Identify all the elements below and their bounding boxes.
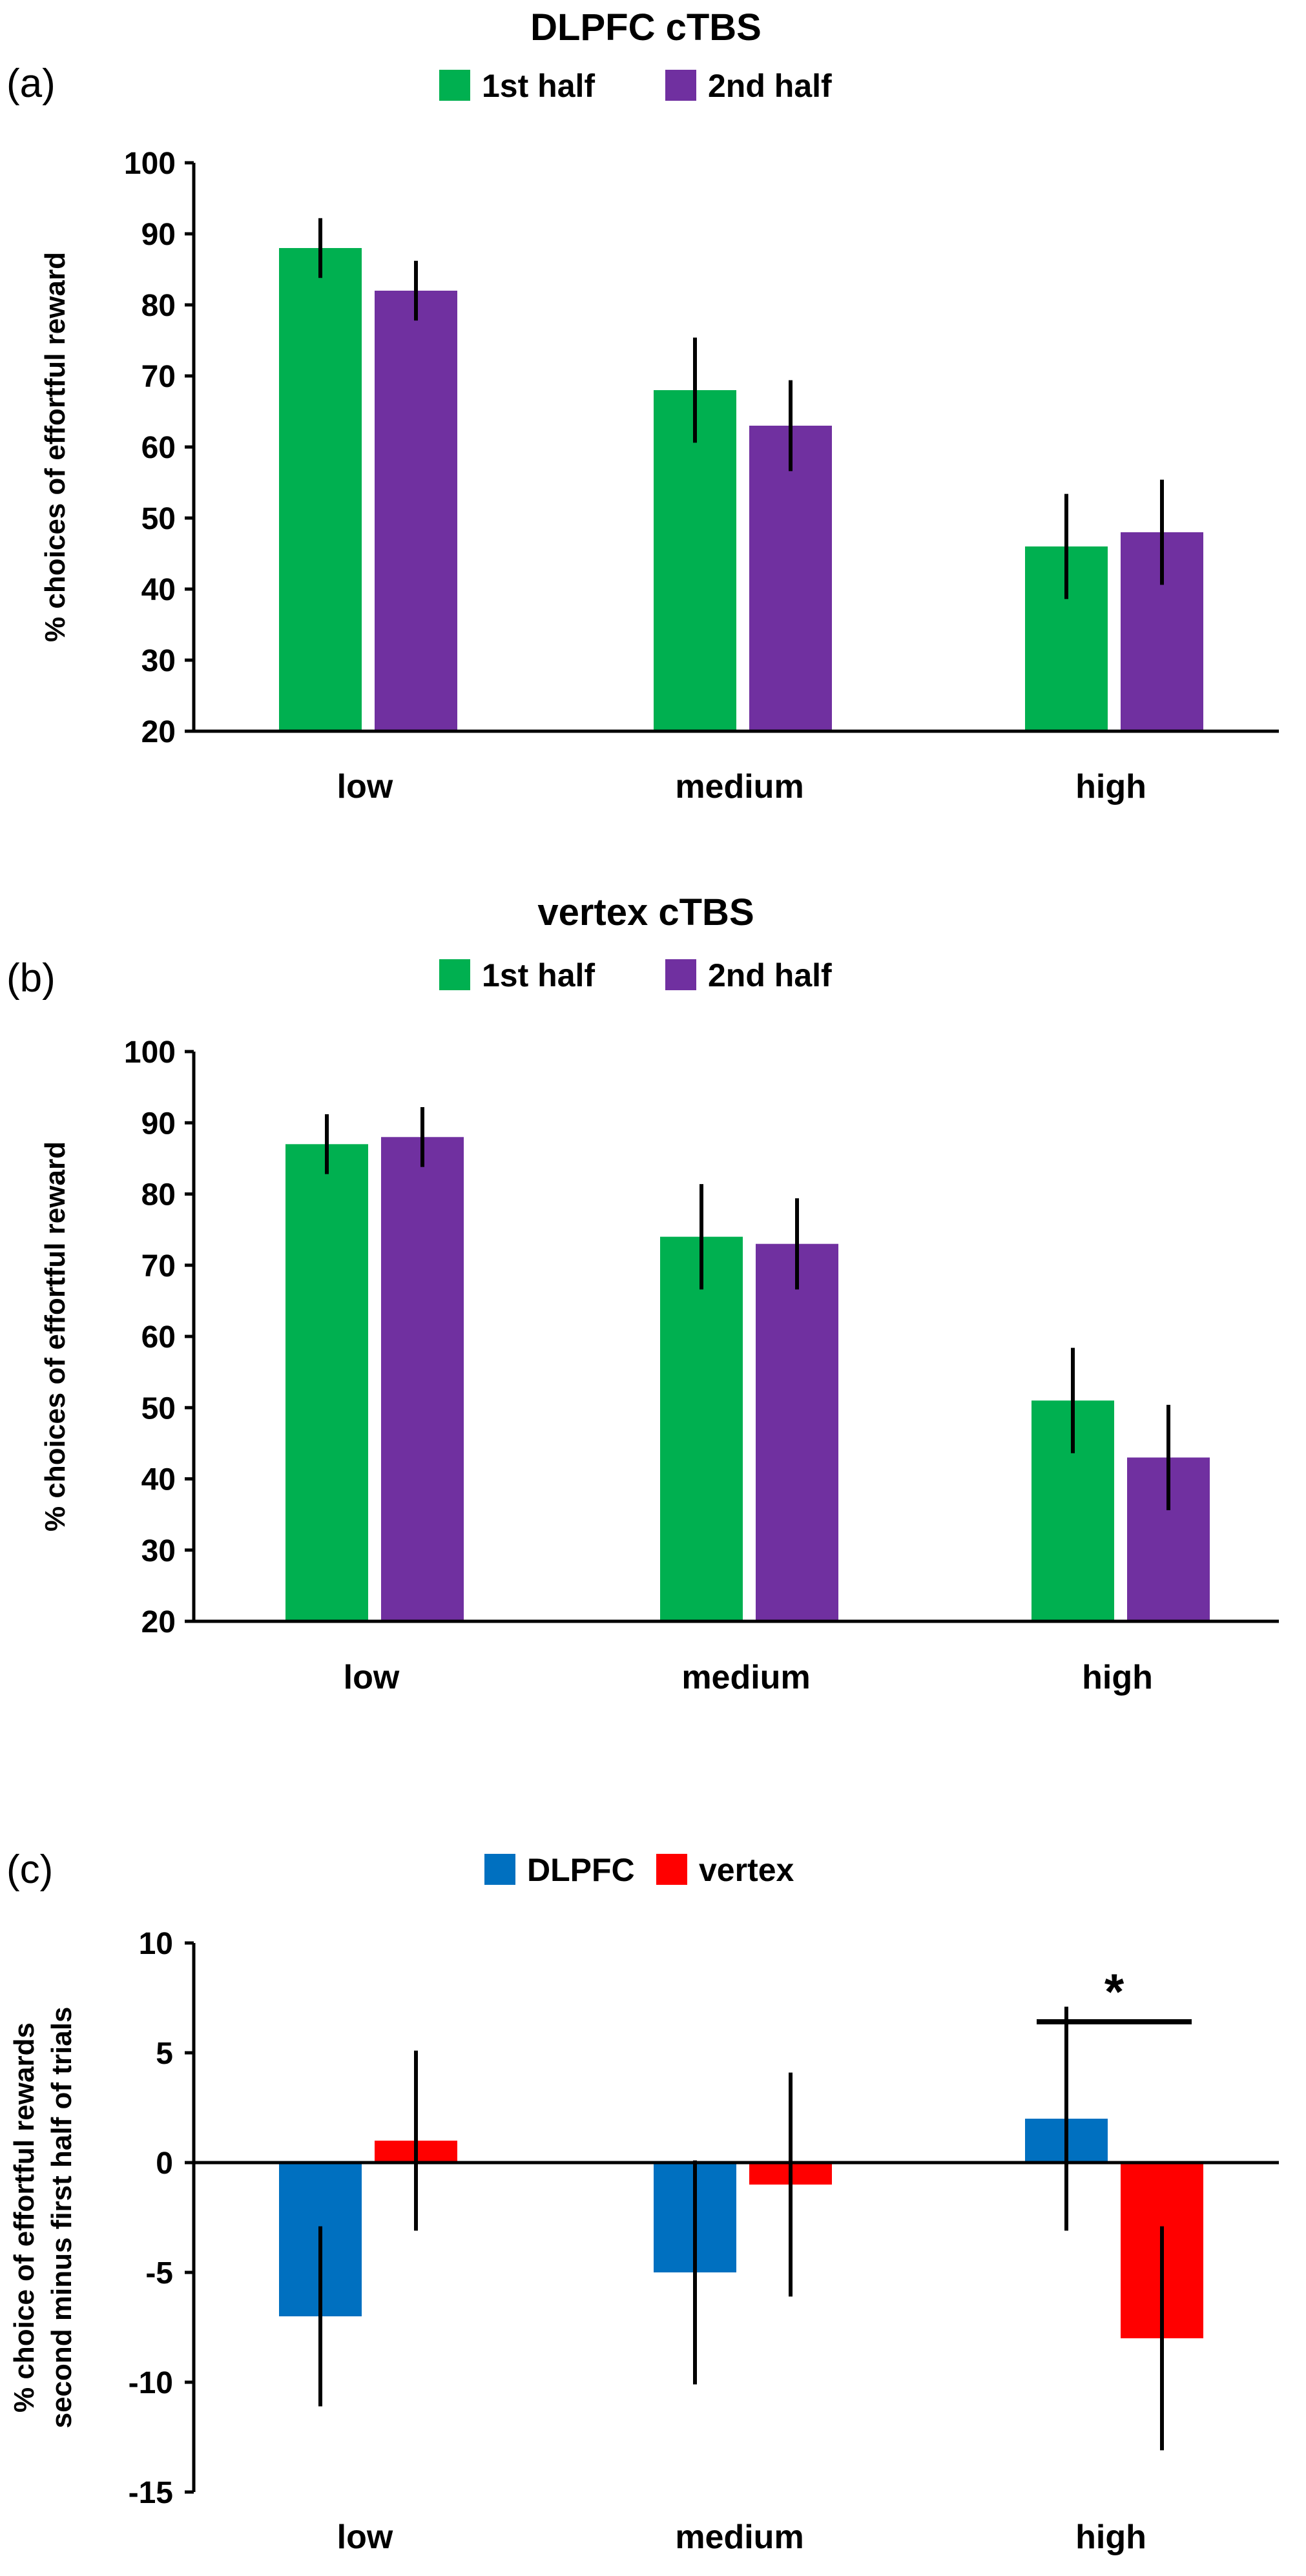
- y-tick-label: -15: [129, 2476, 173, 2510]
- bar-medium-1st-half: [654, 390, 736, 731]
- y-axis-label-line-2: second minus first half of trials: [46, 2007, 78, 2429]
- panel-label: (c): [6, 1847, 53, 1892]
- chart-title: vertex cTBS: [537, 891, 754, 933]
- panel-label: (a): [6, 61, 56, 106]
- legend: DLPFC vertex: [484, 1852, 794, 1888]
- y-tick-label: 100: [124, 1035, 176, 1070]
- bar-medium-1st-half: [660, 1236, 743, 1621]
- chart-panel-2: (b) vertex cTBS 1st half 2nd half 20 30 40 50 60…: [6, 891, 1279, 1696]
- legend-swatch-1: [439, 70, 470, 101]
- x-tick-label: high: [1082, 1659, 1153, 1696]
- y-tick-label: 70: [141, 1249, 176, 1283]
- y-tick-label: 40: [141, 1463, 176, 1497]
- legend-label-1: 1st half: [482, 68, 595, 104]
- bar-low-1st-half: [285, 1144, 368, 1621]
- y-tick-label: 20: [141, 1605, 176, 1639]
- y-tick-label: 70: [141, 360, 176, 394]
- x-axis-label: effort level: [636, 2573, 805, 2576]
- legend-swatch-1: [484, 1854, 515, 1885]
- legend: 1st half 2nd half: [439, 957, 832, 993]
- x-tick-label: medium: [681, 1659, 810, 1696]
- y-tick-label: -10: [129, 2366, 173, 2400]
- chart-panel-3: (c) DLPFC vertex -15 -10 -5 0 5 10 low medium high e…: [6, 1847, 1279, 2576]
- panel-label: (b): [6, 956, 56, 1001]
- y-axis-label-line-1: % choice of effortful rewards: [8, 2022, 40, 2413]
- chart-panel-1: (a) DLPFC cTBS 1st half 2nd half 20 30 40 50 60 7…: [6, 6, 1279, 805]
- legend-label-1: DLPFC: [527, 1852, 635, 1888]
- significance-star: *: [1104, 1963, 1125, 2020]
- y-tick-label: 60: [141, 431, 176, 465]
- bar-low-2nd-half: [375, 291, 457, 731]
- legend-swatch-2: [665, 70, 696, 101]
- legend-label-2: 2nd half: [708, 68, 832, 104]
- legend-swatch-2: [656, 1854, 687, 1885]
- legend-swatch-2: [665, 959, 696, 990]
- y-axis-label: % choices of effortful reward: [39, 1141, 71, 1532]
- y-tick-label: 40: [141, 573, 176, 607]
- legend-label-1: 1st half: [482, 957, 595, 993]
- bar-medium-2nd-half: [749, 426, 832, 731]
- x-tick-label: medium: [675, 2519, 803, 2556]
- y-tick-label: 50: [141, 1391, 176, 1426]
- y-tick-label: 50: [141, 502, 176, 536]
- legend-swatch-1: [439, 959, 470, 990]
- legend: 1st half 2nd half: [439, 68, 832, 104]
- y-axis-label: % choices of effortful reward: [39, 252, 71, 642]
- y-tick-label: 80: [141, 1178, 176, 1212]
- bar-medium-2nd-half: [756, 1243, 838, 1621]
- legend-label-2: vertex: [699, 1852, 794, 1888]
- chart-title: DLPFC cTBS: [530, 6, 762, 48]
- y-tick-label: 10: [139, 1927, 173, 1961]
- y-tick-label: 20: [141, 715, 176, 749]
- y-tick-label: 30: [141, 1534, 176, 1568]
- y-tick-label: 100: [124, 147, 176, 181]
- y-tick-label: -5: [145, 2256, 173, 2290]
- y-tick-label: 60: [141, 1320, 176, 1355]
- y-tick-label: 5: [156, 2037, 173, 2071]
- x-tick-label: medium: [675, 768, 803, 805]
- y-tick-label: 0: [156, 2146, 173, 2181]
- x-tick-label: high: [1075, 768, 1146, 805]
- y-tick-label: 90: [141, 218, 176, 252]
- y-tick-label: 90: [141, 1106, 176, 1141]
- bar-low-1st-half: [279, 248, 362, 731]
- x-tick-label: high: [1075, 2519, 1146, 2556]
- x-tick-label: low: [344, 1659, 400, 1696]
- bar-low-2nd-half: [381, 1137, 464, 1621]
- x-tick-label: low: [337, 2519, 393, 2556]
- y-tick-label: 30: [141, 644, 176, 678]
- y-tick-label: 80: [141, 289, 176, 323]
- x-tick-label: low: [337, 768, 393, 805]
- legend-label-2: 2nd half: [708, 957, 832, 993]
